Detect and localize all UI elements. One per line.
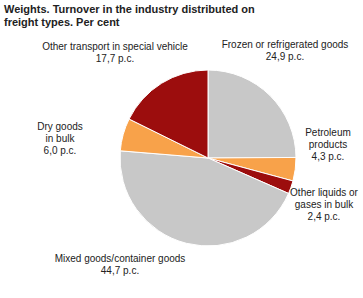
pie — [120, 70, 296, 246]
slice-label: Other transport in special vehicle17,7 p… — [42, 41, 188, 64]
slice-label: Frozen or refrigerated goods24,9 p.c. — [222, 39, 349, 62]
value-label: 44,7 p.c. — [101, 265, 139, 276]
value-label: 17,7 p.c. — [96, 53, 134, 64]
category-label: Frozen or refrigerated goods — [222, 39, 349, 50]
chart: Weights. Turnover in the industry distri… — [0, 0, 363, 298]
value-label: 4,3 p.c. — [312, 151, 345, 162]
slice — [129, 70, 208, 158]
category-label: Mixed goods/container goods — [55, 253, 186, 264]
slice — [120, 151, 289, 246]
category-label: in bulk — [46, 133, 76, 144]
category-label: Petroleum — [305, 127, 351, 138]
slice-label: Dry goodsin bulk6,0 p.c. — [37, 121, 83, 156]
slice-label: Other liquids orgases in bulk2,4 p.c. — [290, 187, 358, 222]
title-line: freight types. Per cent — [4, 16, 120, 28]
value-label: 6,0 p.c. — [44, 145, 77, 156]
category-label: gases in bulk — [295, 199, 354, 210]
category-label: Dry goods — [37, 121, 83, 132]
value-label: 2,4 p.c. — [308, 211, 341, 222]
slice — [208, 70, 296, 158]
title-line: Weights. Turnover in the industry distri… — [4, 3, 255, 15]
title: Weights. Turnover in the industry distri… — [4, 3, 255, 28]
category-label: Other transport in special vehicle — [42, 41, 188, 52]
category-label: products — [309, 139, 347, 150]
slice-label: Petroleumproducts4,3 p.c. — [305, 127, 351, 162]
value-label: 24,9 p.c. — [266, 51, 304, 62]
category-label: Other liquids or — [290, 187, 358, 198]
slice-label: Mixed goods/container goods44,7 p.c. — [55, 253, 186, 276]
